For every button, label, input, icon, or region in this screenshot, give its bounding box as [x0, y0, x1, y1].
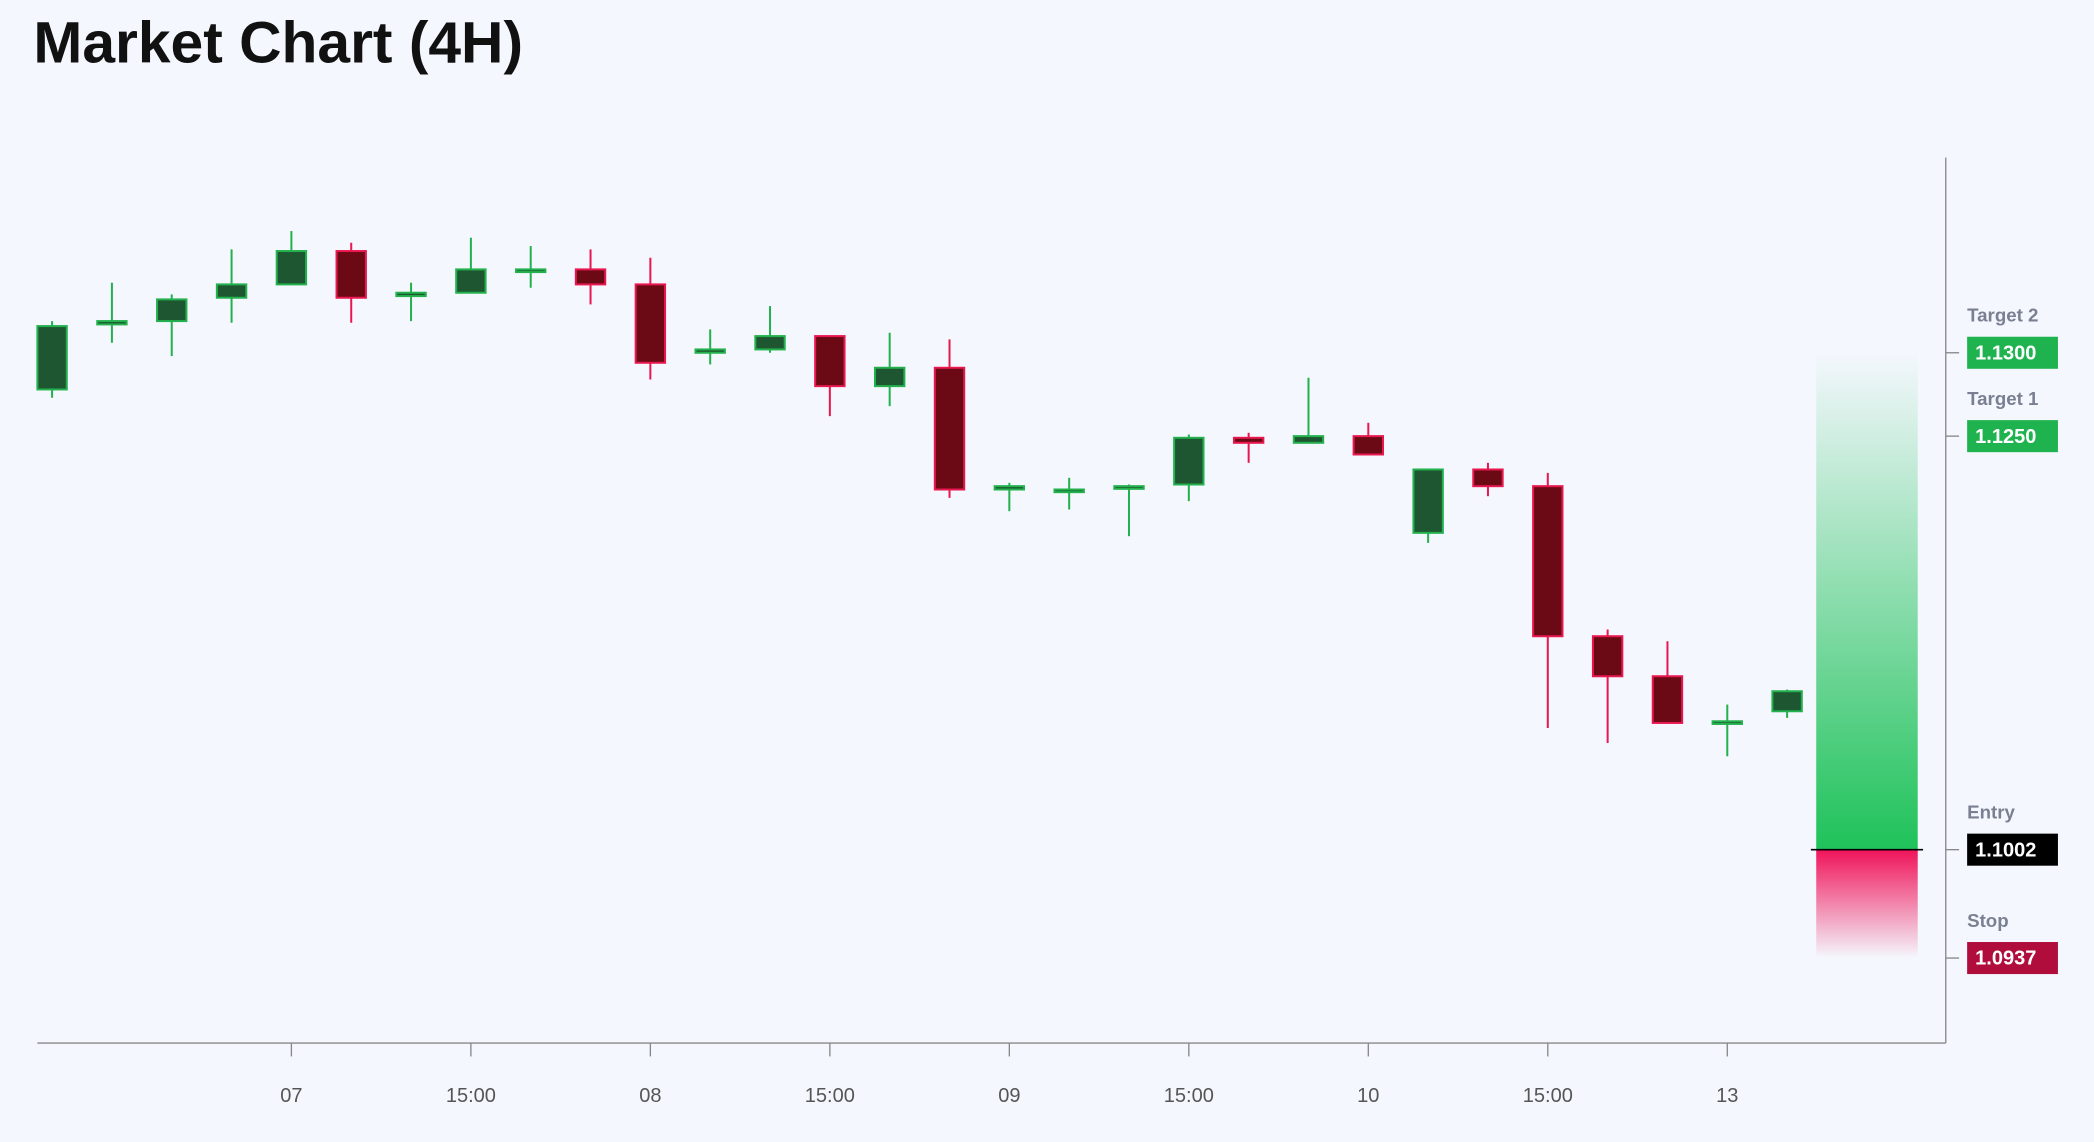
candle-body	[1352, 435, 1385, 456]
candle-body	[96, 320, 128, 326]
candle-body	[36, 325, 68, 391]
candle-body	[1173, 436, 1205, 486]
x-tick-label: 09	[998, 1085, 1020, 1107]
candle-body	[754, 335, 786, 351]
x-tick-label: 07	[280, 1085, 302, 1107]
candle-body	[1591, 635, 1624, 678]
candle-body	[455, 268, 487, 294]
x-tick-label: 10	[1357, 1085, 1379, 1107]
candle-body	[1771, 690, 1803, 713]
candle-body	[335, 250, 367, 299]
candle-body	[1532, 485, 1564, 638]
candle-body	[1711, 720, 1743, 725]
candle-body	[215, 283, 248, 299]
candle-body	[1472, 468, 1504, 488]
level-tag	[1967, 942, 2058, 975]
candle-body	[1412, 468, 1444, 534]
candle-body	[1651, 675, 1684, 724]
level-value: 1.1002	[1975, 839, 2036, 861]
chart-title: Market Chart (4H)	[33, 10, 523, 75]
x-tick-label: 15:00	[1523, 1085, 1573, 1107]
candle-body	[515, 268, 547, 274]
x-tick-label: 15:00	[1164, 1085, 1214, 1107]
profit-zone	[1816, 352, 1918, 850]
level-tag	[1967, 420, 2058, 453]
x-tick-label: 15:00	[805, 1085, 855, 1107]
candle-body	[814, 335, 846, 388]
candle-body	[156, 298, 188, 323]
level-value: 1.1300	[1975, 342, 2036, 364]
level-tag	[1967, 833, 2058, 866]
candle-body	[574, 268, 607, 286]
candle-body	[993, 485, 1026, 491]
candle-body	[873, 366, 906, 388]
level-name: Target 1	[1967, 388, 2038, 409]
candle-body	[1113, 485, 1145, 490]
candle-body	[1232, 436, 1265, 444]
level-value: 1.1250	[1975, 426, 2036, 448]
candle-body	[933, 366, 966, 491]
candle-body	[275, 250, 308, 286]
candle-body	[1053, 488, 1085, 494]
x-tick-label: 08	[639, 1085, 661, 1107]
level-tag	[1967, 336, 2058, 369]
candle-body	[694, 348, 726, 354]
loss-zone	[1816, 849, 1918, 959]
x-tick-label: 13	[1716, 1085, 1738, 1107]
level-name: Entry	[1967, 802, 2015, 823]
candle-body	[1292, 435, 1325, 444]
level-value: 1.0937	[1975, 948, 2036, 970]
level-name: Stop	[1967, 910, 2009, 931]
level-name: Target 2	[1967, 305, 2038, 326]
candle-body	[634, 283, 667, 364]
x-tick-label: 15:00	[446, 1085, 496, 1107]
candle-body	[395, 291, 427, 298]
